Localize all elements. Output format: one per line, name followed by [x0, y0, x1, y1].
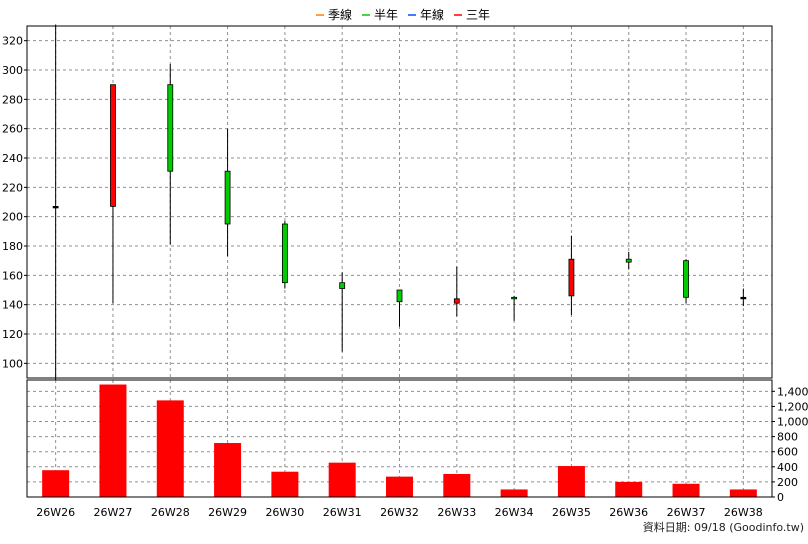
volume-tick-label-4: 800 — [777, 431, 798, 444]
x-tick-label-9: 26W35 — [552, 506, 591, 519]
x-tick-label-8: 26W34 — [495, 506, 534, 519]
candle-body-3 — [224, 170, 231, 225]
candle-body-0 — [52, 205, 59, 209]
price-plot-frame — [26, 25, 773, 379]
volume-bar-3 — [214, 443, 242, 497]
volume-plot-frame — [26, 379, 773, 498]
x-tick-label-0: 26W26 — [36, 506, 75, 519]
volume-bar-1 — [99, 384, 127, 497]
volume-bar-2 — [156, 400, 184, 497]
x-tick-label-10: 26W36 — [609, 506, 648, 519]
candle-body-6 — [396, 289, 403, 303]
price-tick-label-0: 100 — [2, 357, 23, 370]
candle-body-10 — [625, 258, 632, 263]
volume-tick-label-6: 1,200 — [777, 400, 808, 413]
x-tick-label-7: 26W33 — [437, 506, 476, 519]
candle-body-7 — [453, 298, 460, 304]
price-tick-label-2: 140 — [2, 299, 23, 312]
price-tick-label-6: 220 — [2, 181, 23, 194]
candle-body-1 — [110, 84, 116, 207]
price-tick-label-4: 180 — [2, 240, 23, 253]
price-tick-label-5: 200 — [2, 211, 23, 224]
volume-tick-label-2: 400 — [777, 461, 798, 474]
volume-bar-4 — [271, 471, 299, 497]
candle-body-2 — [167, 84, 174, 172]
volume-tick-label-5: 1,000 — [777, 416, 808, 429]
candle-body-8 — [511, 296, 518, 300]
volume-bar-8 — [500, 489, 528, 497]
x-tick-label-3: 26W29 — [208, 506, 247, 519]
price-tick-label-1: 120 — [2, 328, 23, 341]
volume-tick-label-0: 0 — [777, 491, 784, 504]
price-tick-label-11: 320 — [2, 35, 23, 48]
volume-bar-5 — [328, 462, 356, 497]
x-tick-label-11: 26W37 — [667, 506, 706, 519]
price-tick-label-7: 240 — [2, 152, 23, 165]
candle-body-11 — [683, 260, 689, 298]
volume-tick-label-3: 600 — [777, 446, 798, 459]
volume-tick-label-1: 200 — [777, 476, 798, 489]
x-tick-label-12: 26W38 — [724, 506, 763, 519]
volume-bar-0 — [42, 470, 70, 497]
x-tick-label-2: 26W28 — [151, 506, 190, 519]
candle-body-9 — [568, 258, 575, 297]
volume-bar-6 — [386, 476, 413, 497]
price-tick-label-10: 300 — [2, 64, 23, 77]
volume-bar-9 — [557, 466, 585, 497]
data-date-note: 資料日期: 09/18 (Goodinfo.tw) — [642, 521, 804, 534]
volume-bar-12 — [729, 489, 757, 497]
volume-bar-10 — [615, 481, 643, 497]
price-tick-label-8: 260 — [2, 123, 23, 136]
price-tick-label-9: 280 — [2, 93, 23, 106]
candle-body-12 — [740, 296, 747, 300]
legend-label-3: 三年 — [466, 8, 490, 22]
legend-label-0: 季線 — [328, 7, 352, 22]
legend-label-1: 半年 — [374, 8, 398, 22]
volume-tick-label-7: 1,400 — [777, 385, 808, 398]
x-tick-label-5: 26W31 — [323, 506, 362, 519]
price-tick-label-3: 160 — [2, 269, 23, 282]
volume-bar-11 — [672, 483, 700, 497]
x-tick-label-6: 26W32 — [380, 506, 419, 519]
x-tick-label-4: 26W30 — [265, 506, 304, 519]
candle-body-4 — [281, 223, 288, 284]
candle-body-5 — [339, 282, 346, 289]
x-tick-label-1: 26W27 — [94, 506, 133, 519]
volume-bar-7 — [443, 473, 471, 497]
legend-label-2: 年線 — [420, 7, 444, 22]
